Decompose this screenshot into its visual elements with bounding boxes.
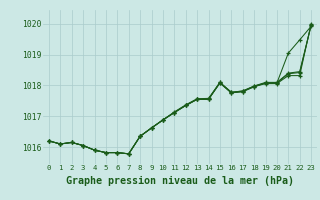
X-axis label: Graphe pression niveau de la mer (hPa): Graphe pression niveau de la mer (hPa) xyxy=(66,176,294,186)
